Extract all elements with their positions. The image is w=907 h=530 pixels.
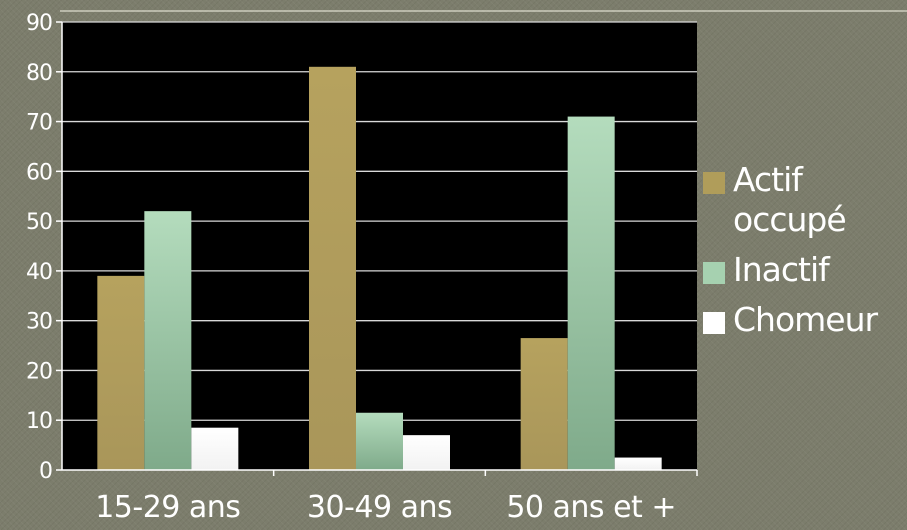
x-tick-labels: 15-29 ans 30-49 ans 50 ans et + — [95, 490, 676, 525]
y-tick-label: 80 — [26, 61, 52, 86]
y-tick-label: 40 — [26, 260, 52, 285]
x-tick-label: 30-49 ans — [307, 490, 452, 525]
x-tick-label: 50 ans et + — [506, 490, 676, 525]
header-rule — [60, 10, 907, 12]
legend-item-inactif: Inactif — [703, 250, 907, 290]
y-tick-label: 50 — [26, 210, 52, 235]
bar-actif-occup--3 — [520, 338, 568, 470]
bar-inactif-3 — [567, 116, 615, 471]
legend: Actif occupé Inactif Chomeur — [703, 160, 907, 350]
y-tick-labels: 0 10 20 30 40 50 60 70 80 90 — [26, 11, 53, 484]
bar-chomeur-2 — [403, 435, 450, 470]
legend-label-chomeur: Chomeur — [733, 300, 878, 339]
y-tick-label: 70 — [26, 111, 52, 136]
y-tick-label: 60 — [26, 160, 52, 185]
y-tick-label: 10 — [26, 409, 52, 434]
legend-label-inactif: Inactif — [733, 250, 830, 289]
legend-swatch-inactif — [703, 262, 725, 284]
y-tick-label: 20 — [26, 359, 52, 384]
bar-actif-occup--2 — [309, 66, 356, 471]
legend-swatch-chomeur — [703, 312, 725, 334]
legend-item-actif-occupe: Actif occupé — [703, 160, 907, 240]
bar-chomeur-3 — [614, 457, 662, 470]
bars — [97, 66, 662, 471]
legend-item-chomeur: Chomeur — [703, 300, 907, 340]
legend-swatch-actif-occupe — [703, 172, 725, 194]
legend-label-actif-occupe: Actif occupé — [733, 160, 847, 239]
axes — [56, 21, 698, 476]
x-tick-label: 15-29 ans — [95, 490, 240, 525]
bar-inactif-2 — [356, 412, 403, 470]
bar-actif-occup--1 — [97, 275, 145, 470]
y-tick-label: 0 — [39, 459, 52, 484]
y-tick-label: 30 — [26, 310, 52, 335]
y-tick-label: 90 — [26, 11, 52, 36]
bar-inactif-1 — [144, 211, 192, 470]
bar-chomeur-1 — [191, 427, 239, 470]
